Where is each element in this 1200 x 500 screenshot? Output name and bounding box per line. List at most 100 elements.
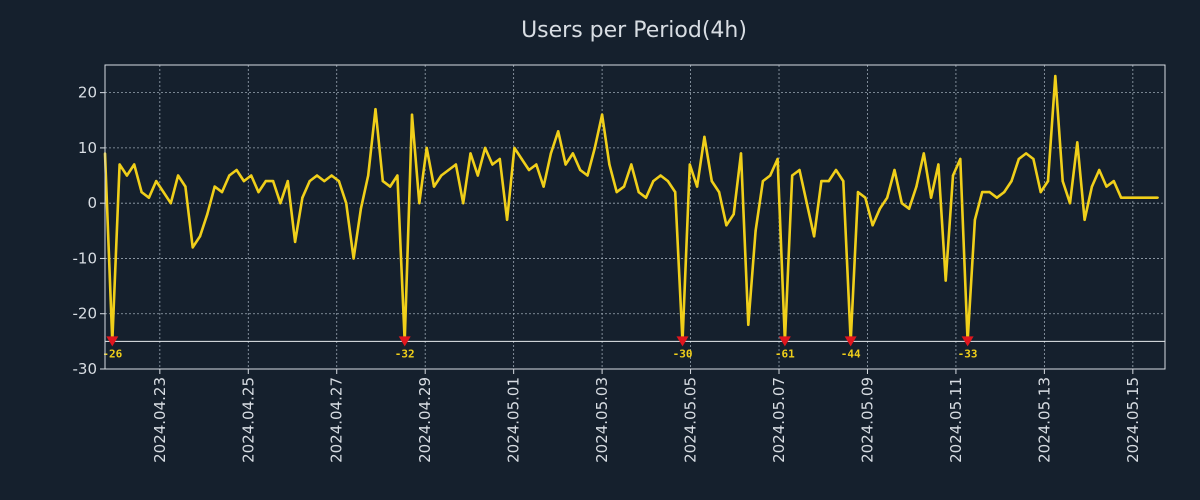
data-point <box>542 185 545 188</box>
data-point <box>688 163 692 166</box>
data-point <box>1002 190 1006 194</box>
data-point <box>725 224 728 227</box>
data-point <box>440 174 443 177</box>
data-point <box>717 190 721 194</box>
data-point <box>922 152 925 155</box>
data-point <box>1141 196 1145 199</box>
outlier-marker <box>676 336 689 347</box>
data-point <box>1068 201 1072 205</box>
data-point <box>695 185 699 188</box>
x-tick-label: 2024.04.25 <box>239 377 257 463</box>
data-point <box>703 135 706 139</box>
x-tick-label: 2024.05.13 <box>1035 377 1053 463</box>
data-point <box>593 146 596 150</box>
data-point <box>220 190 224 194</box>
data-point <box>578 168 582 172</box>
data-point <box>1149 196 1152 199</box>
data-point <box>776 157 779 161</box>
data-point <box>505 218 509 221</box>
data-point <box>476 174 480 177</box>
data-point <box>432 185 436 188</box>
x-tick-label: 2024.05.03 <box>593 377 611 463</box>
data-point <box>834 168 838 172</box>
data-point <box>1010 179 1013 183</box>
data-point <box>995 196 999 199</box>
data-point <box>827 179 830 183</box>
x-tick-label: 2024.05.05 <box>682 377 700 463</box>
data-point <box>959 157 962 161</box>
data-point <box>462 201 465 205</box>
data-point <box>732 213 735 216</box>
data-point <box>929 196 933 199</box>
outlier-label: -32 <box>395 347 415 360</box>
data-point <box>345 201 348 205</box>
data-point <box>878 207 882 210</box>
y-tick-label: -20 <box>73 305 98 323</box>
data-point <box>1098 168 1101 172</box>
data-point <box>951 174 955 177</box>
outlier-marker <box>961 336 974 347</box>
data-point <box>301 196 304 199</box>
data-point <box>1134 196 1137 199</box>
data-points <box>103 74 1159 343</box>
data-point <box>198 235 202 238</box>
plot-frame <box>104 64 1166 370</box>
y-tick-label: -10 <box>73 249 98 267</box>
data-point <box>1046 179 1050 183</box>
data-point <box>1076 141 1079 144</box>
data-point <box>886 196 889 199</box>
data-point <box>352 257 355 260</box>
data-point <box>790 174 794 177</box>
data-point <box>235 168 238 172</box>
data-point <box>1127 196 1130 199</box>
data-point <box>469 152 472 155</box>
y-tick-label: 0 <box>87 194 97 212</box>
data-point <box>330 174 333 177</box>
outlier-label: -33 <box>958 347 978 360</box>
chart-title: Users per Period(4h) <box>521 18 747 43</box>
data-point <box>937 163 940 166</box>
data-point <box>915 185 918 188</box>
data-point <box>257 190 260 194</box>
data-point <box>374 108 377 111</box>
data-point <box>1090 185 1094 188</box>
outlier-marker <box>398 336 411 347</box>
data-point <box>425 146 428 150</box>
data-point <box>798 168 801 172</box>
x-tick-label: 2024.05.11 <box>947 377 965 463</box>
data-point <box>615 190 618 194</box>
data-point <box>125 174 129 177</box>
data-point <box>169 201 172 205</box>
data-point <box>981 190 984 194</box>
outlier-marker <box>778 336 791 347</box>
data-point <box>264 179 268 183</box>
data-point <box>564 163 567 166</box>
x-tick-label: 2024.05.07 <box>770 377 788 463</box>
x-axis-ticks: 2024.04.23 2024.04.25 2024.04.27 2024.04.29… <box>151 369 1142 463</box>
data-point <box>659 174 662 177</box>
data-point <box>388 185 392 188</box>
outlier-markers: -26 -32 -30 -61 -44 -33 <box>102 336 978 360</box>
data-point <box>337 179 341 183</box>
data-point <box>652 179 655 183</box>
data-point <box>206 213 209 216</box>
data-point <box>856 190 860 194</box>
data-point <box>308 179 311 183</box>
data-point <box>1105 185 1108 188</box>
data-point <box>323 179 326 183</box>
data-point <box>498 157 501 161</box>
outlier-label: -61 <box>775 347 795 360</box>
outlier-label: -26 <box>102 347 122 360</box>
data-point <box>359 207 363 210</box>
data-point <box>739 152 743 155</box>
data-point <box>666 179 670 183</box>
data-point <box>674 190 677 194</box>
y-axis-ticks: 20 10 0 -10 -20 -30 <box>73 84 105 378</box>
data-point <box>820 179 823 183</box>
x-tick-label: 2024.04.29 <box>416 377 434 463</box>
y-tick-label: -30 <box>73 360 98 378</box>
data-point <box>1083 218 1086 221</box>
data-point <box>988 190 991 194</box>
data-point <box>1039 190 1042 194</box>
